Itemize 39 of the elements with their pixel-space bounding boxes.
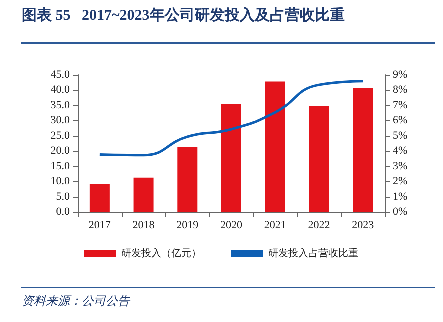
legend-label: 研发投入（亿元） — [122, 248, 202, 260]
x-tick-label: 2022 — [308, 220, 330, 232]
y2-tick-label: 7% — [393, 99, 408, 112]
y2-tick-label: 5% — [393, 130, 408, 142]
line-series — [98, 80, 364, 157]
y-tick-label: 45.0 — [50, 69, 70, 81]
text: 资料来源：公司公告 — [22, 293, 130, 310]
y2-tick-label: 9% — [393, 69, 408, 81]
y-tick-label: 30.0 — [50, 114, 70, 127]
x-tick-label: 2018 — [132, 220, 156, 232]
y2-tick-label: 6% — [393, 114, 408, 127]
bar — [178, 147, 198, 212]
bar — [90, 184, 110, 212]
bar — [265, 82, 286, 212]
bar — [134, 178, 154, 212]
x-tick-label: 2017 — [88, 220, 112, 232]
y-tick-label: 5.0 — [56, 190, 70, 203]
bar — [309, 106, 330, 212]
y-tick-label: 20.0 — [50, 145, 70, 158]
y2-tick-label: 2% — [393, 176, 408, 188]
y-tick-label: 0.0 — [56, 206, 70, 218]
y2-tick-label: 0% — [393, 206, 408, 218]
y2-tick-label: 8% — [393, 84, 408, 96]
legend-label: 研发投入占营收比重 — [268, 248, 358, 260]
y2-tick-label: 3% — [393, 160, 408, 172]
y-tick-label: 25.0 — [50, 130, 70, 142]
y-tick-label: 35.0 — [50, 99, 70, 112]
x-tick-label: 2020 — [220, 220, 243, 232]
y-tick-label: 40.0 — [50, 84, 70, 96]
x-tick-label: 2023 — [352, 220, 375, 232]
x-tick-label: 2019 — [176, 220, 200, 232]
x-tick-label: 2021 — [264, 220, 286, 232]
bar — [222, 104, 242, 212]
chart-title: 图表 55 2017~2023年公司研发投入及占营收比重 — [22, 6, 345, 25]
bar — [353, 88, 374, 212]
y-tick-label: 15.0 — [50, 160, 70, 172]
y2-tick-label: 1% — [393, 190, 408, 203]
y2-tick-label: 4% — [393, 145, 408, 158]
y-tick-label: 10.0 — [50, 176, 70, 188]
